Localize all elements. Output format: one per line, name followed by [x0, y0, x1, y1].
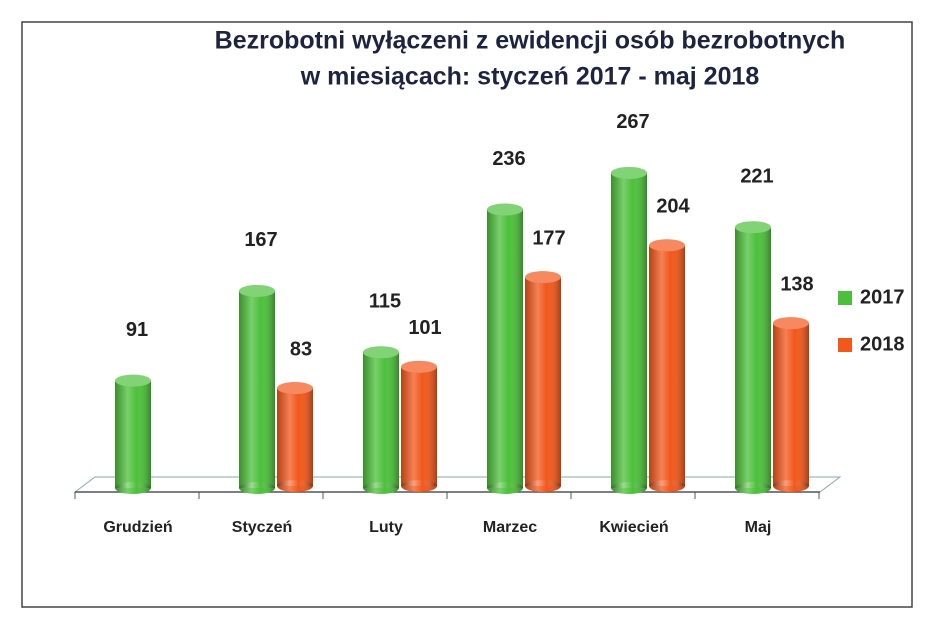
- bar-top: [773, 317, 809, 330]
- bar-bottom-shade: [401, 480, 437, 492]
- bar-bottom-shade: [487, 482, 523, 494]
- value-label: 83: [290, 338, 312, 360]
- bar-top-light: [277, 382, 313, 395]
- bar-shade: [525, 277, 561, 486]
- value-label: 221: [740, 166, 773, 188]
- bar-top-light: [649, 239, 685, 252]
- legend-swatch: [838, 338, 852, 352]
- chart-title: w miesiącach: styczeń 2017 - maj 2018: [300, 63, 760, 91]
- bar-bottom-shade: [773, 480, 809, 492]
- legend-label: 2017: [860, 286, 905, 308]
- x-tick-label: Grudzień: [103, 519, 172, 536]
- x-tick-label: Styczeń: [232, 519, 292, 536]
- bar-top: [487, 203, 523, 216]
- bar-top: [735, 221, 771, 234]
- bar-shade: [649, 245, 685, 486]
- bar-bottom-shade: [611, 482, 647, 494]
- bar-shade: [401, 366, 437, 486]
- value-label: 267: [616, 111, 649, 133]
- bar-shade: [735, 227, 771, 488]
- value-label: 101: [408, 317, 441, 339]
- bar-top: [401, 360, 437, 373]
- bar-top: [611, 166, 647, 179]
- bar-top: [525, 271, 561, 284]
- legend-label: 2018: [860, 333, 905, 355]
- bar-top-light: [401, 360, 437, 373]
- value-label: 167: [244, 229, 277, 251]
- bar-top-light: [239, 284, 275, 297]
- bar-top-light: [773, 317, 809, 330]
- bar-top-light: [363, 346, 399, 359]
- x-tick-label: Maj: [745, 519, 772, 536]
- value-label: 177: [532, 227, 565, 249]
- x-tick-label: Kwiecień: [599, 519, 668, 536]
- bar-shade: [239, 290, 275, 488]
- bar-shade: [611, 172, 647, 488]
- bar-top-light: [611, 166, 647, 179]
- bar-shade: [277, 388, 313, 486]
- bar-top: [239, 284, 275, 297]
- value-label: 204: [656, 196, 690, 218]
- bar-bottom-shade: [277, 480, 313, 492]
- bar-shade: [487, 209, 523, 488]
- bar-bottom-shade: [649, 480, 685, 492]
- bar-bottom-shade: [363, 482, 399, 494]
- value-label: 236: [492, 148, 525, 170]
- bar-bottom-shade: [735, 482, 771, 494]
- chart-title: Bezrobotni wyłączeni z ewidencji osób be…: [215, 27, 846, 55]
- value-label: 115: [369, 291, 401, 313]
- bar-top-light: [115, 374, 151, 387]
- legend-swatch: [838, 291, 852, 305]
- bar-top: [277, 382, 313, 395]
- bar-top: [649, 239, 685, 252]
- bar-bottom-shade: [525, 480, 561, 492]
- x-tick-label: Luty: [369, 519, 403, 536]
- bar-top-light: [525, 271, 561, 284]
- value-label: 91: [126, 319, 148, 341]
- bar-shade: [773, 323, 809, 486]
- bar-bottom-shade: [239, 482, 275, 494]
- bar-top: [363, 346, 399, 359]
- x-tick-label: Marzec: [483, 519, 537, 536]
- bar-shade: [115, 380, 151, 488]
- bar-shade: [363, 352, 399, 488]
- bar-bottom-shade: [115, 482, 151, 494]
- bar-top-light: [487, 203, 523, 216]
- value-label: 138: [780, 273, 813, 295]
- bar-top: [115, 374, 151, 387]
- bar-top-light: [735, 221, 771, 234]
